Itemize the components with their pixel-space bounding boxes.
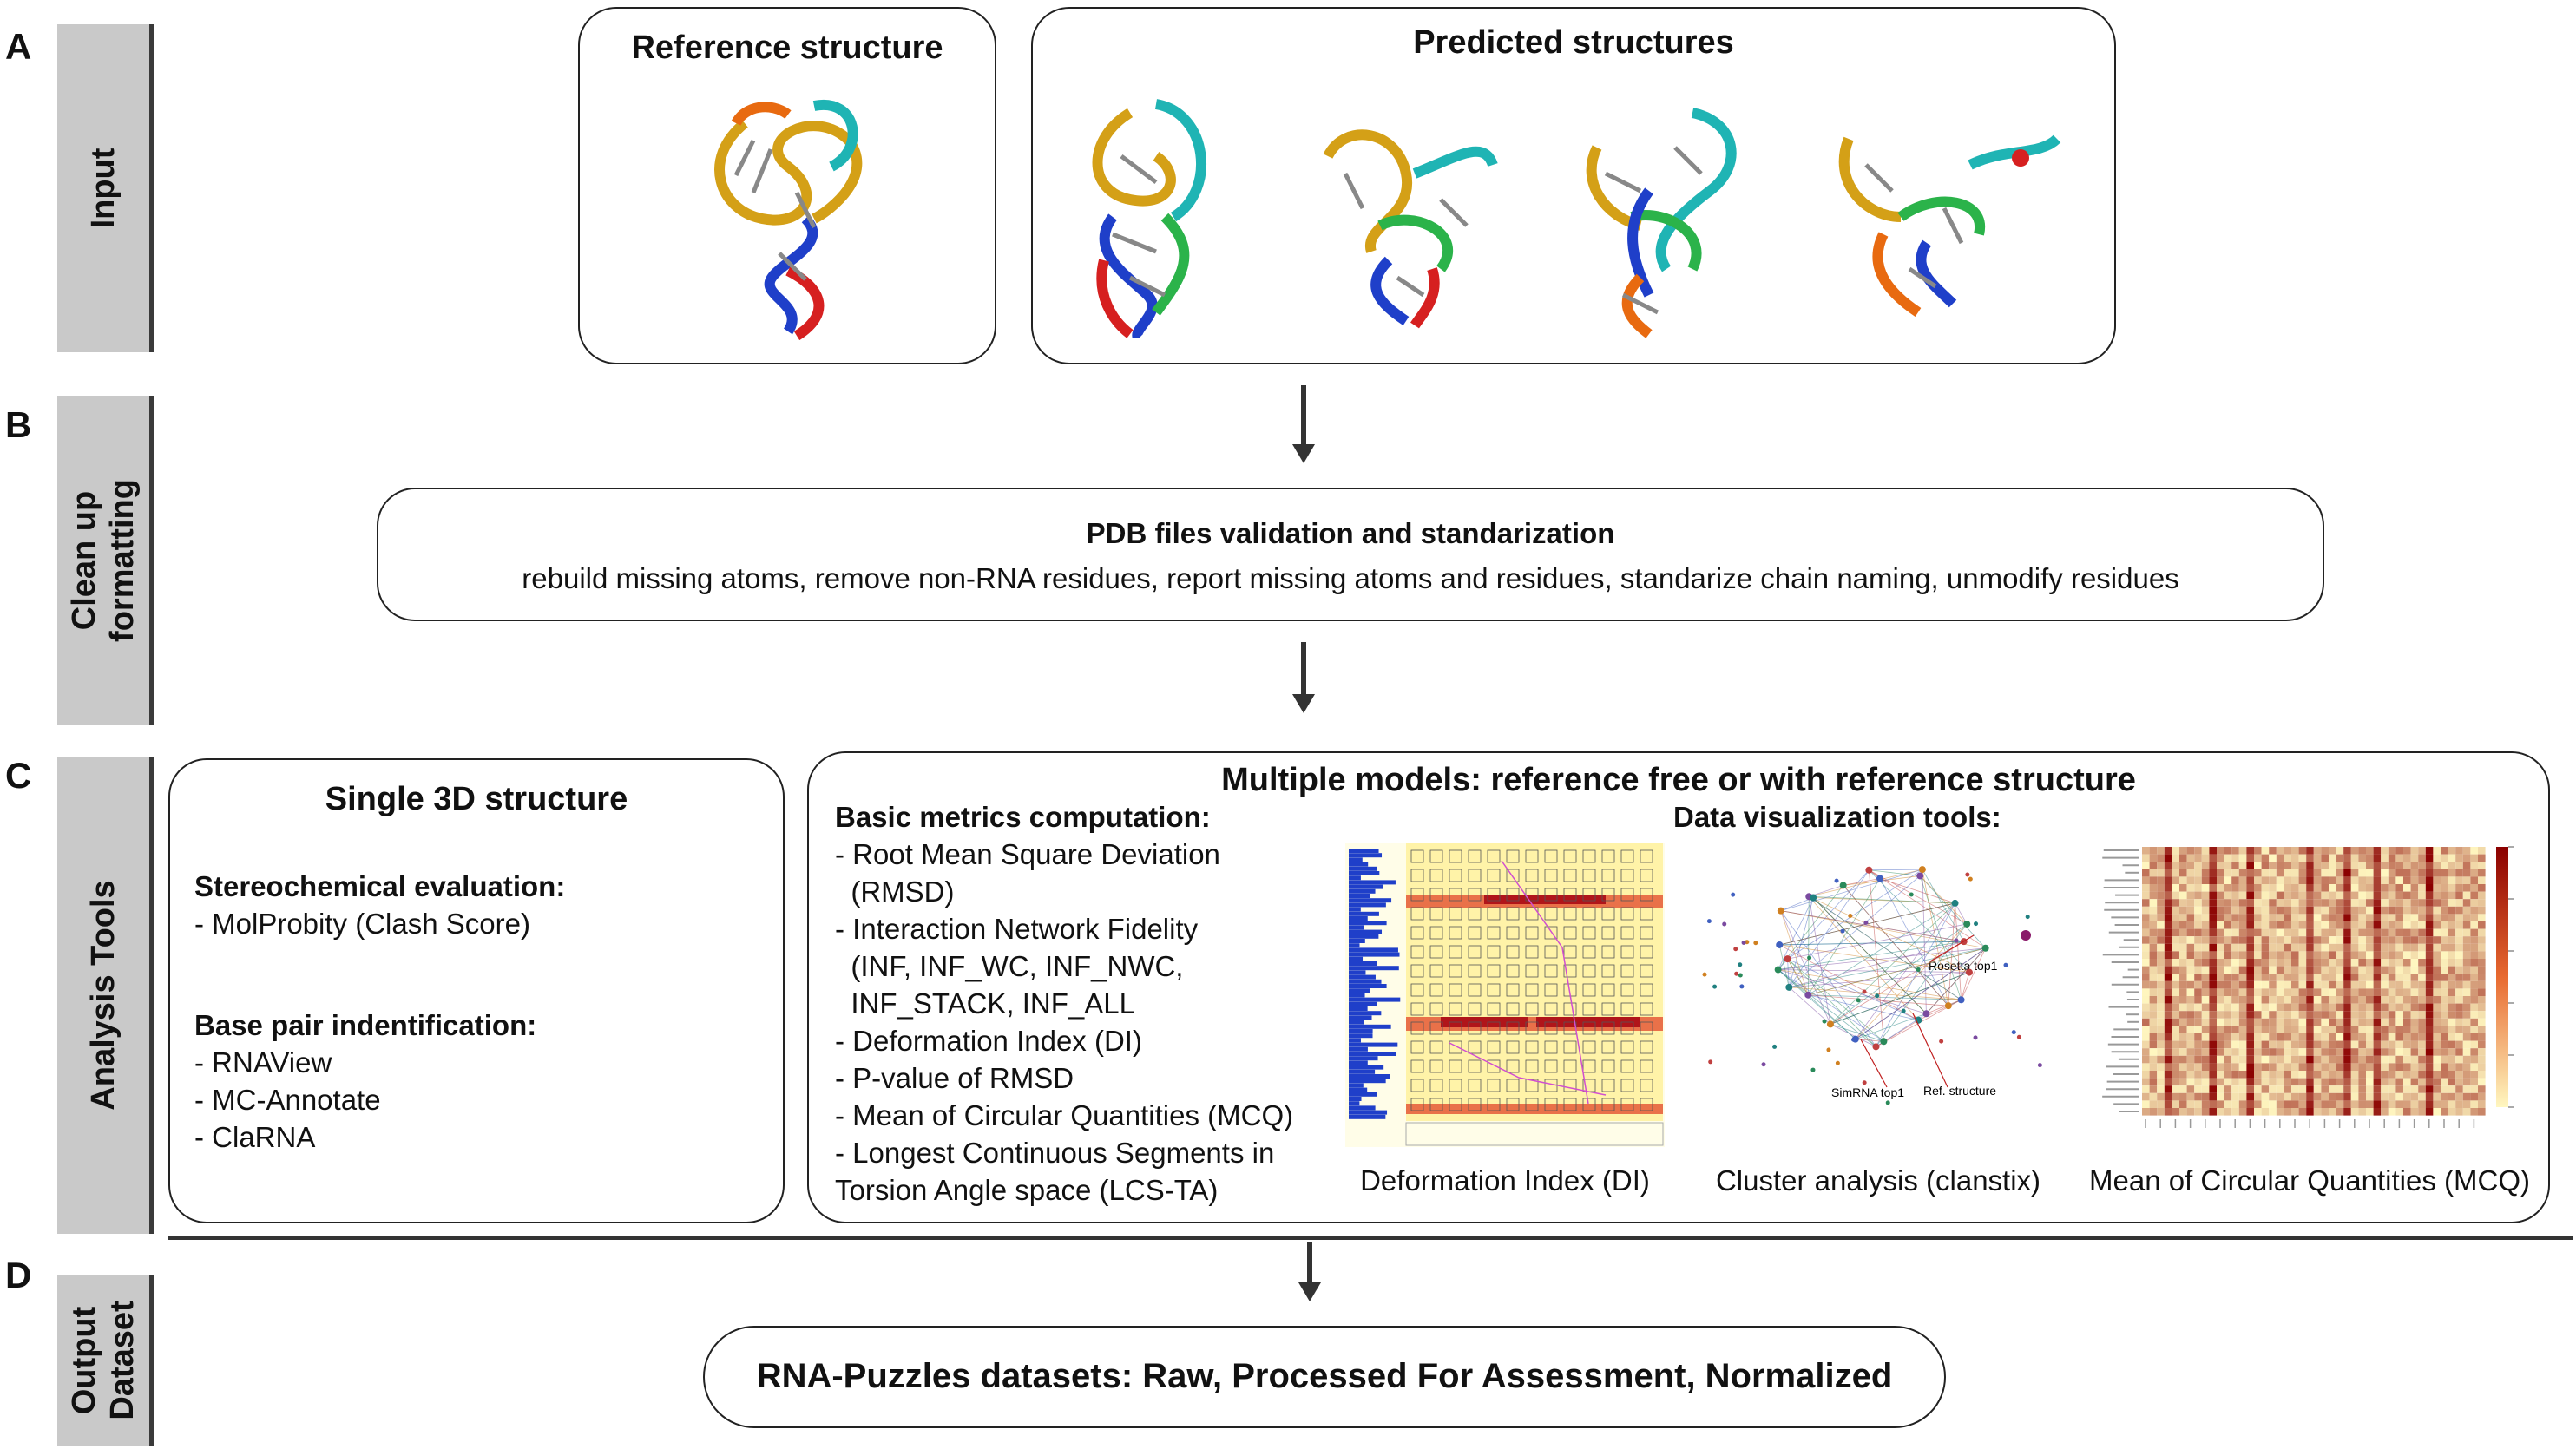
- reference-structure-title: Reference structure: [631, 30, 943, 66]
- section-divider: [168, 1236, 2573, 1240]
- di-caption: Deformation Index (DI): [1360, 1164, 1650, 1197]
- reference-structure-box: Reference structure: [578, 7, 996, 364]
- rna-3d-structure-icon: [1571, 95, 1753, 338]
- rna-3d-structure-icon: [1831, 95, 2066, 321]
- basic-metrics-section: Basic metrics computation: - Root Mean S…: [835, 798, 1321, 1209]
- metric-line: (RMSD): [835, 875, 955, 908]
- single-structure-title: Single 3D structure: [325, 781, 628, 817]
- base-pair-heading: Base pair indentification:: [194, 1009, 537, 1041]
- cluster-graph: Rosetta top1 SimRNA top1 Ref. structure: [1687, 840, 2069, 1135]
- stage-label-input: Input: [85, 148, 122, 229]
- stage-bar-output: Output Dataset: [57, 1275, 154, 1446]
- stage-label-cleanup-line2: formatting: [104, 479, 141, 642]
- cleanup-title: PDB files validation and standarization: [1086, 517, 1615, 549]
- stereochemical-item: - MolProbity (Clash Score): [194, 908, 530, 940]
- stage-letter-a: A: [5, 26, 32, 67]
- predicted-structures-box: Predicted structures: [1031, 7, 2116, 364]
- metric-line: (INF, INF_WC, INF_NWC,: [835, 950, 1184, 982]
- metric-line: - Mean of Circular Quantities (MCQ): [835, 1099, 1294, 1131]
- rna-3d-structure-icon: [1311, 104, 1510, 330]
- metric-line: - Longest Continuous Segments in: [835, 1137, 1275, 1169]
- basic-metrics-heading: Basic metrics computation:: [835, 801, 1211, 833]
- metric-line: - Interaction Network Fidelity: [835, 913, 1199, 945]
- stage-label-cleanup-line1: Clean up: [66, 490, 102, 631]
- down-arrow-icon: [1292, 642, 1315, 713]
- base-pair-item: - RNAView: [194, 1046, 332, 1079]
- base-pair-item: - ClaRNA: [194, 1121, 316, 1153]
- stage-label-output-line1: Output: [66, 1306, 102, 1415]
- metric-line: INF_STACK, INF_ALL: [835, 987, 1135, 1020]
- base-pair-item: - MC-Annotate: [194, 1084, 381, 1116]
- multiple-models-title: Multiple models: reference free or with …: [1221, 762, 2136, 798]
- simrna-label: SimRNA top1: [1831, 1085, 1904, 1099]
- metric-line: - Root Mean Square Deviation: [835, 838, 1220, 870]
- rna-3d-structure-icon: [1078, 87, 1234, 338]
- predicted-structures-title: Predicted structures: [1413, 24, 1734, 61]
- stage-letter-c: C: [5, 755, 32, 796]
- output-title: RNA-Puzzles datasets: Raw, Processed For…: [756, 1357, 1893, 1395]
- stage-label-output: Output Dataset: [65, 1301, 141, 1419]
- base-pair-section: Base pair indentification: - RNAView - M…: [194, 1006, 536, 1156]
- output-box: RNA-Puzzles datasets: Raw, Processed For…: [703, 1326, 1946, 1428]
- stage-letter-b: B: [5, 404, 32, 445]
- down-arrow-icon: [1292, 385, 1315, 463]
- stage-label-analysis: Analysis Tools: [85, 880, 122, 1111]
- multiple-models-box: Multiple models: reference free or with …: [807, 751, 2550, 1223]
- stage-letter-d: D: [5, 1255, 32, 1295]
- ref-structure-label: Ref. structure: [1923, 1084, 1996, 1098]
- stereochemical-heading: Stereochemical evaluation:: [194, 870, 566, 902]
- visualization-heading: Data visualization tools:: [1673, 801, 2001, 833]
- metric-line: - Deformation Index (DI): [835, 1025, 1142, 1057]
- stage-bar-cleanup: Clean up formatting: [57, 396, 154, 725]
- single-structure-box: Single 3D structure Stereochemical evalu…: [168, 758, 785, 1223]
- cleanup-description: rebuild missing atoms, remove non-RNA re…: [522, 562, 2179, 594]
- mcq-heatmap: [2090, 840, 2533, 1135]
- stage-label-cleanup: Clean up formatting: [65, 479, 141, 642]
- cleanup-box: PDB files validation and standarization …: [377, 488, 2324, 621]
- stage-bar-input: Input: [57, 24, 154, 352]
- metric-line: - P-value of RMSD: [835, 1062, 1074, 1094]
- stage-bar-analysis: Analysis Tools: [57, 757, 154, 1234]
- stereochemical-section: Stereochemical evaluation: - MolProbity …: [194, 868, 565, 942]
- mcq-caption: Mean of Circular Quantities (MCQ): [2089, 1164, 2530, 1197]
- di-heatmap: [1345, 843, 1665, 1147]
- down-arrow-icon: [1298, 1242, 1321, 1301]
- metric-line: Torsion Angle space (LCS-TA): [835, 1174, 1219, 1206]
- cluster-caption: Cluster analysis (clanstix): [1715, 1164, 2041, 1197]
- rna-3d-structure-icon: [684, 89, 884, 340]
- stage-label-output-line2: Dataset: [104, 1301, 141, 1420]
